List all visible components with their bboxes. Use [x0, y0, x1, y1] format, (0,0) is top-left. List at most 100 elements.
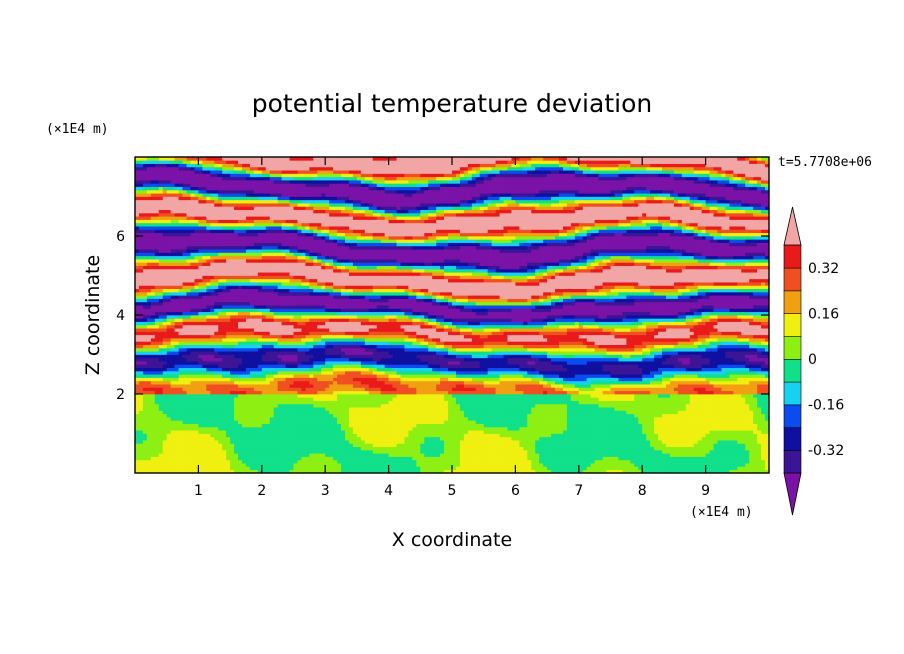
- field-cell: [646, 446, 651, 451]
- field-cell: [238, 413, 243, 418]
- field-cell: [709, 394, 714, 398]
- field-cell: [222, 374, 227, 378]
- field-cell: [753, 469, 758, 474]
- field-cell: [539, 413, 544, 418]
- field-cell: [206, 387, 211, 392]
- field-cell: [293, 456, 298, 461]
- field-cell: [146, 430, 152, 434]
- field-cell: [689, 423, 695, 428]
- field-cell: [669, 403, 675, 408]
- field-cell: [737, 456, 742, 461]
- field-cell: [618, 440, 623, 444]
- field-cell: [713, 443, 718, 448]
- field-cell: [646, 443, 651, 448]
- field-cell: [642, 397, 647, 401]
- field-cell: [329, 390, 334, 395]
- field-cell: [673, 436, 679, 441]
- field-cell: [202, 397, 207, 401]
- field-cell: [523, 443, 528, 448]
- field-cell: [372, 420, 378, 424]
- field-cell: [467, 449, 473, 454]
- field-cell: [459, 394, 465, 398]
- field-cell: [681, 446, 687, 451]
- field-cell: [313, 456, 318, 461]
- field-cell: [186, 436, 191, 441]
- field-cell: [669, 384, 675, 388]
- field-cell: [630, 394, 635, 398]
- field-cell: [245, 367, 251, 372]
- field-cell: [725, 397, 730, 401]
- field-cell: [372, 417, 378, 421]
- field-cell: [190, 443, 195, 448]
- field-cell: [673, 466, 679, 471]
- field-cell: [360, 384, 366, 388]
- field-cell: [677, 417, 683, 421]
- field-cell: [448, 469, 453, 474]
- field-cell: [309, 433, 314, 438]
- field-cell: [761, 420, 766, 424]
- field-cell: [689, 384, 695, 388]
- field-cell: [142, 377, 148, 382]
- field-cell: [400, 413, 405, 418]
- field-cell: [515, 453, 520, 457]
- field-cell: [392, 410, 397, 415]
- field-cell: [721, 407, 726, 411]
- field-cell: [638, 374, 643, 378]
- field-cell: [709, 387, 714, 392]
- field-cell: [483, 390, 489, 395]
- field-cell: [642, 417, 647, 421]
- field-cell: [535, 466, 540, 471]
- field-cell: [483, 377, 489, 382]
- field-cell: [475, 413, 481, 418]
- field-cell: [416, 394, 421, 398]
- field-cell: [753, 380, 758, 385]
- field-cell: [555, 459, 560, 464]
- field-cell: [388, 394, 393, 398]
- field-cell: [630, 426, 635, 431]
- field-cell: [285, 403, 290, 408]
- field-cell: [448, 436, 453, 441]
- field-cell: [384, 374, 389, 378]
- field-cell: [190, 370, 195, 375]
- field-cell: [178, 463, 183, 467]
- field-cell: [293, 440, 298, 444]
- field-cell: [265, 377, 271, 382]
- field-cell: [245, 420, 251, 424]
- field-cell: [440, 423, 445, 428]
- field-cell: [594, 397, 599, 401]
- field-cell: [693, 410, 699, 415]
- field-cell: [269, 446, 275, 451]
- field-cell: [626, 397, 631, 401]
- field-cell: [455, 436, 461, 441]
- field-cell: [341, 400, 346, 405]
- field-cell: [150, 449, 156, 454]
- field-cell: [701, 377, 706, 382]
- field-cell: [622, 400, 627, 405]
- field-cell: [491, 407, 496, 411]
- field-cell: [424, 410, 429, 415]
- field-cell: [424, 469, 429, 474]
- field-cell: [669, 436, 675, 441]
- field-cell: [182, 377, 187, 382]
- field-cell: [218, 403, 223, 408]
- field-cell: [539, 466, 544, 471]
- field-cell: [515, 446, 520, 451]
- field-cell: [142, 443, 148, 448]
- field-cell: [281, 446, 286, 451]
- field-cell: [170, 410, 175, 415]
- field-cell: [729, 374, 734, 378]
- field-cell: [709, 384, 714, 388]
- field-cell: [709, 456, 714, 461]
- field-cell: [261, 370, 267, 375]
- field-cell: [669, 469, 675, 474]
- field-cell: [372, 459, 378, 464]
- field-cell: [420, 377, 425, 382]
- field-cell: [590, 407, 595, 411]
- field-cell: [551, 417, 556, 421]
- field-cell: [440, 397, 445, 401]
- field-cell: [662, 459, 667, 464]
- field-cell: [360, 420, 366, 424]
- field-cell: [479, 430, 485, 434]
- field-cell: [321, 443, 326, 448]
- field-cell: [610, 459, 615, 464]
